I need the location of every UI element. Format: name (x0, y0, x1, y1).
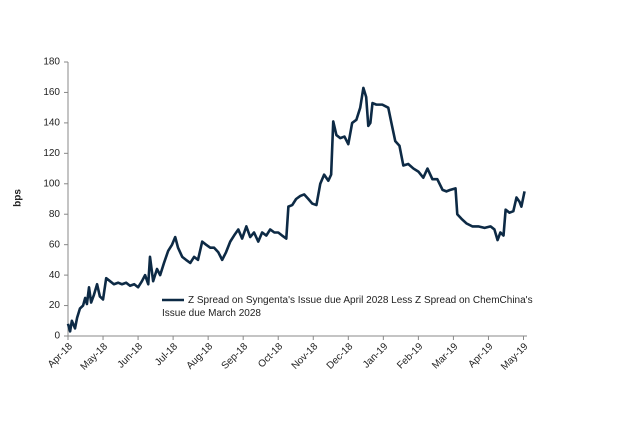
x-tick-label: May-19 (499, 341, 531, 373)
y-tick-label: 60 (49, 239, 61, 250)
y-tick-label: 160 (43, 87, 60, 98)
x-tick-label: Jun-18 (116, 341, 146, 371)
y-tick-label: 80 (49, 209, 61, 220)
y-tick-label: 40 (49, 270, 61, 281)
y-tick-label: 120 (43, 148, 60, 159)
x-tick-label: Aug-18 (185, 341, 216, 372)
y-tick-label: 0 (54, 331, 60, 342)
y-tick-label: 180 (43, 57, 60, 68)
x-tick-label: Apr-18 (46, 341, 75, 370)
x-tick-label: Oct-18 (256, 341, 285, 370)
x-tick-label: May-18 (79, 341, 111, 373)
x-tick-label: Mar-19 (430, 341, 460, 371)
x-tick-label: Jul-18 (153, 341, 180, 368)
x-tick-label: Dec-18 (325, 341, 356, 372)
x-tick-label: Apr-19 (466, 341, 495, 370)
y-tick-label: 100 (43, 178, 60, 189)
legend-line: Z Spread on Syngenta's Issue due April 2… (188, 295, 533, 306)
x-tick-label: Nov-18 (290, 341, 321, 372)
x-tick-label: Feb-19 (395, 341, 425, 371)
x-tick-label: Jan-19 (361, 341, 391, 371)
x-tick-label: Sep-18 (220, 341, 251, 372)
y-tick-label: 140 (43, 118, 60, 129)
y-axis-label: bps (13, 189, 24, 207)
legend-label: Z Spread on Syngenta's Issue due April 2… (162, 295, 533, 319)
data-line (66, 86, 526, 333)
legend-line: Issue due March 2028 (162, 308, 261, 319)
y-tick-label: 20 (49, 300, 61, 311)
